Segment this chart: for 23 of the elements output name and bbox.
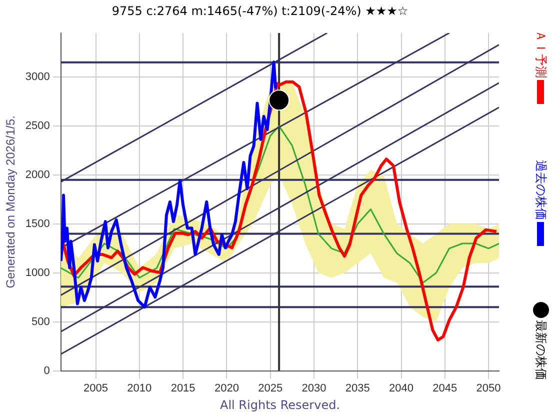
- x-tick-label: 2040: [389, 382, 414, 394]
- y-tick-label: 1500: [25, 218, 50, 230]
- x-tick-label: 2015: [170, 382, 196, 394]
- legend-label: 最新の株価: [534, 320, 550, 380]
- x-tick-label: 2010: [127, 382, 152, 394]
- x-tick-label: 2030: [302, 382, 326, 394]
- text: 過去の株価: [534, 160, 550, 220]
- x-tick-label: 2045: [432, 382, 458, 394]
- y-tick-label: 1000: [25, 266, 50, 279]
- y-tick-label: 500: [32, 316, 50, 328]
- y-tick-label: 2000: [25, 169, 50, 182]
- x-tick-label: 2020: [214, 382, 239, 394]
- chart-title: 9755 c:2764 m:1465(-47%) t:2109(-24%) ★★★☆: [110, 4, 410, 18]
- x-tick-label: 2050: [476, 382, 501, 394]
- text: All Rights Reserved.: [218, 398, 342, 412]
- y-tick-label: 3000: [25, 71, 50, 84]
- text: ＡＩ予測: [534, 30, 550, 78]
- x-tick-label: 2025: [258, 382, 283, 394]
- x-tick-label: 2005: [84, 382, 108, 394]
- y-tick-label: 0: [44, 364, 50, 377]
- y-axis-title: Generated on Monday 2026/1/5.: [4, 116, 18, 288]
- y-tick-label: 2500: [25, 120, 50, 132]
- x-tick-label: 2035: [345, 382, 370, 394]
